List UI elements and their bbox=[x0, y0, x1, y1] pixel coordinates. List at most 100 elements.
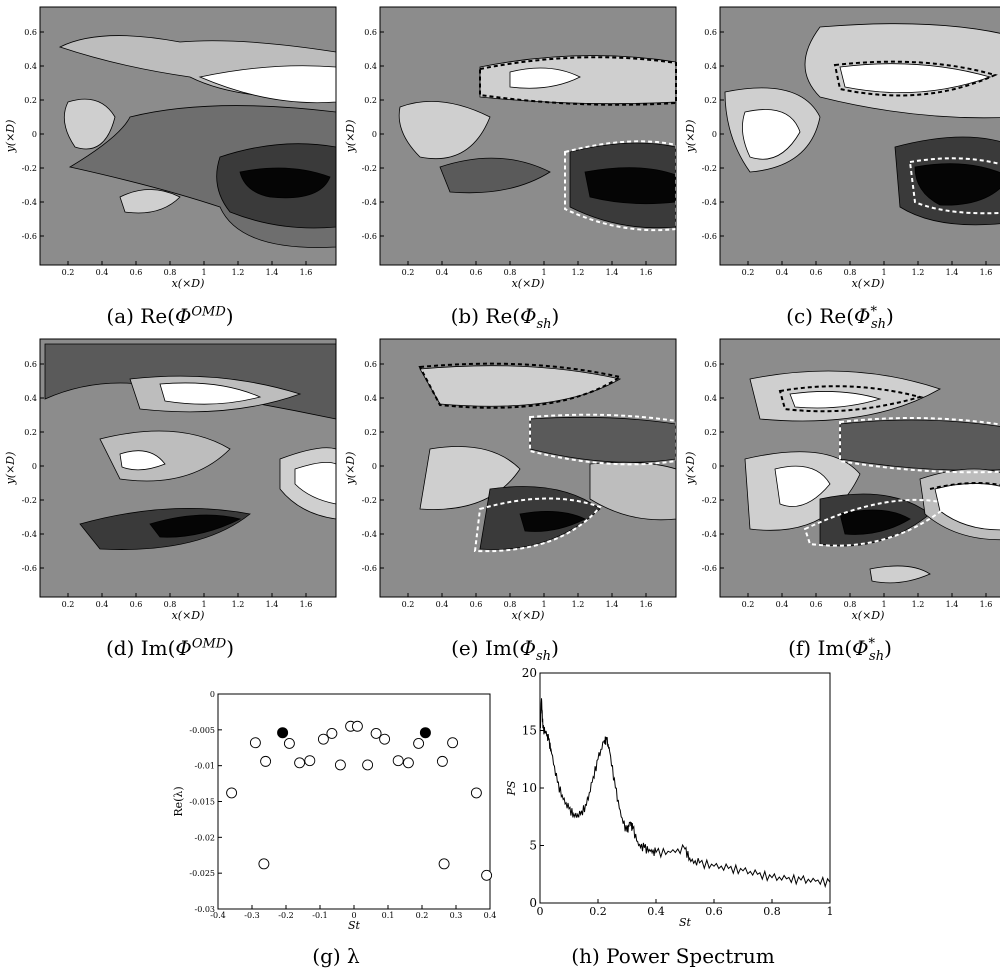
plot-frame bbox=[39, 338, 337, 598]
y-tick-label: -0.6 bbox=[22, 232, 37, 241]
contour-region bbox=[439, 157, 551, 194]
x-tick-label: 0.4 bbox=[96, 600, 109, 609]
plot-frame bbox=[379, 6, 677, 266]
x-tick-label: 1.2 bbox=[912, 268, 925, 277]
x-tick-label: 1.4 bbox=[266, 600, 279, 609]
x-tick-label: 1.4 bbox=[946, 268, 959, 277]
y-tick-label: 0 bbox=[372, 462, 377, 471]
plot-frame bbox=[39, 6, 337, 266]
y-tick-label: 0.4 bbox=[24, 394, 37, 403]
contour-region bbox=[742, 109, 801, 160]
eigenvalue-point-open bbox=[362, 759, 374, 771]
x-tick-label: 1.4 bbox=[606, 600, 619, 609]
x-axis-label: x(×D) bbox=[172, 277, 205, 290]
y-tick-label: -0.01 bbox=[194, 762, 215, 771]
plot-frame bbox=[539, 672, 831, 904]
x-tick-label: 0.2 bbox=[62, 268, 75, 277]
eigenvalue-point-filled bbox=[277, 727, 289, 739]
contour-plot-e: 0.2 0.4 0.6 0.8 1 1.2 1.4 1.6 0.6 0.4 0.2 0 -0.2 -0.4… bbox=[344, 338, 677, 622]
x-axis-label: x(×D) bbox=[852, 277, 885, 290]
y-tick-label: 0.6 bbox=[364, 28, 377, 37]
y-tick-label: -0.6 bbox=[702, 564, 717, 573]
x-tick-label: 1 bbox=[201, 268, 206, 277]
y-axis-label: PS bbox=[505, 780, 518, 796]
caption-h: (h) Power Spectrum bbox=[571, 944, 775, 968]
x-tick-label: 1.6 bbox=[980, 600, 993, 609]
y-tick-label: 0.6 bbox=[24, 28, 37, 37]
eigenvalue-point-open bbox=[317, 733, 329, 745]
contour-region bbox=[149, 514, 242, 538]
y-tick-label: -0.005 bbox=[189, 726, 215, 735]
eigenvalue-point-open bbox=[326, 727, 338, 739]
x-tick-label: 1.2 bbox=[912, 600, 925, 609]
eigenvalue-point-open bbox=[413, 738, 425, 749]
contour-region bbox=[869, 565, 931, 584]
y-tick-label: -0.6 bbox=[362, 564, 377, 573]
caption-f: (f) Im(Φ*sh) bbox=[788, 636, 892, 664]
x-axis-label: x(×D) bbox=[512, 609, 545, 622]
contour-region bbox=[914, 163, 1000, 206]
y-tick-label: 0.4 bbox=[364, 62, 377, 71]
x-axis-label: St bbox=[348, 919, 361, 932]
eigenvalue-chart-panel: -0.4 -0.3 -0.2 -0.1 0 0.1 0.2 0.3 0.4 0 -0.005 -0.0… bbox=[170, 680, 500, 940]
y-tick-label: -0.4 bbox=[702, 530, 717, 539]
x-tick-label: 0.8 bbox=[164, 268, 177, 277]
x-tick-label: 1.6 bbox=[300, 600, 313, 609]
power-spectrum-chart-panel: 0 0.2 0.4 0.6 0.8 1 0 5 10 15 20 St PS bbox=[505, 665, 840, 940]
contour-dashed-outline bbox=[833, 60, 998, 97]
x-tick-label: 0.8 bbox=[504, 600, 517, 609]
y-tick-label: -0.2 bbox=[362, 164, 377, 173]
y-tick-label: 0.2 bbox=[364, 96, 377, 105]
x-tick-label: 0.2 bbox=[402, 600, 415, 609]
y-tick-label: 0.6 bbox=[24, 360, 37, 369]
y-tick-label: 0.2 bbox=[24, 428, 37, 437]
x-tick-label: 1.2 bbox=[572, 268, 585, 277]
x-axis-label: St bbox=[679, 916, 692, 929]
caption-a: (a) Re(ΦOMD) bbox=[106, 304, 234, 328]
plot-frame bbox=[719, 338, 1000, 598]
contour-dashed-outline bbox=[473, 497, 602, 553]
x-tick-label: 1.2 bbox=[232, 268, 245, 277]
y-tick-label: 0.4 bbox=[364, 394, 377, 403]
eigenvalue-point-open bbox=[226, 787, 238, 799]
y-tick-label: 0 bbox=[210, 690, 215, 699]
x-tick-label: 0.4 bbox=[436, 600, 449, 609]
y-tick-label: -0.2 bbox=[22, 164, 37, 173]
x-tick-label: 0 bbox=[351, 911, 356, 920]
contour-region bbox=[479, 55, 677, 105]
y-axis-label: y(×D) bbox=[4, 452, 17, 486]
y-tick-label: 0.2 bbox=[24, 96, 37, 105]
contour-plot-d: 0.2 0.4 0.6 0.8 1 1.2 1.4 1.6 0.6 0.4 0.2 0 -0.2 -0.4… bbox=[4, 338, 337, 622]
y-tick-label: -0.6 bbox=[702, 232, 717, 241]
caption-b: (b) Re(Φsh) bbox=[450, 304, 560, 332]
y-tick-label: -0.4 bbox=[22, 530, 37, 539]
x-tick-label: 0.8 bbox=[504, 268, 517, 277]
y-tick-label: 0 bbox=[32, 462, 37, 471]
contour-region bbox=[839, 63, 992, 94]
x-tick-label: 0.2 bbox=[742, 600, 755, 609]
x-tick-label: 1 bbox=[541, 600, 546, 609]
y-tick-label: -0.4 bbox=[22, 198, 37, 207]
x-tick-label: 0.8 bbox=[763, 905, 781, 918]
x-tick-label: 1 bbox=[201, 600, 206, 609]
contour-region bbox=[839, 419, 1000, 471]
contour-dashed-outline bbox=[418, 362, 623, 409]
x-tick-label: 0.4 bbox=[776, 268, 789, 277]
y-tick-label: 0.6 bbox=[364, 360, 377, 369]
contour-region bbox=[934, 483, 1000, 531]
x-tick-label: 1.4 bbox=[266, 268, 279, 277]
contour-dashed-outline bbox=[479, 56, 677, 106]
contour-dashed-outline bbox=[839, 417, 1000, 474]
y-tick-label: 0 bbox=[712, 130, 717, 139]
contour-region bbox=[584, 167, 677, 205]
x-axis-label: x(×D) bbox=[852, 609, 885, 622]
y-tick-label: 10 bbox=[522, 781, 537, 795]
contour-region bbox=[119, 450, 166, 471]
x-tick-label: 1.6 bbox=[640, 268, 653, 277]
x-tick-label: -0.4 bbox=[210, 911, 225, 920]
x-tick-label: 1.4 bbox=[606, 268, 619, 277]
eigenvalue-point-open bbox=[379, 733, 391, 745]
x-tick-label: 0.8 bbox=[844, 268, 857, 277]
y-tick-label: 0.2 bbox=[704, 428, 717, 437]
y-axis-label: y(×D) bbox=[344, 452, 357, 486]
